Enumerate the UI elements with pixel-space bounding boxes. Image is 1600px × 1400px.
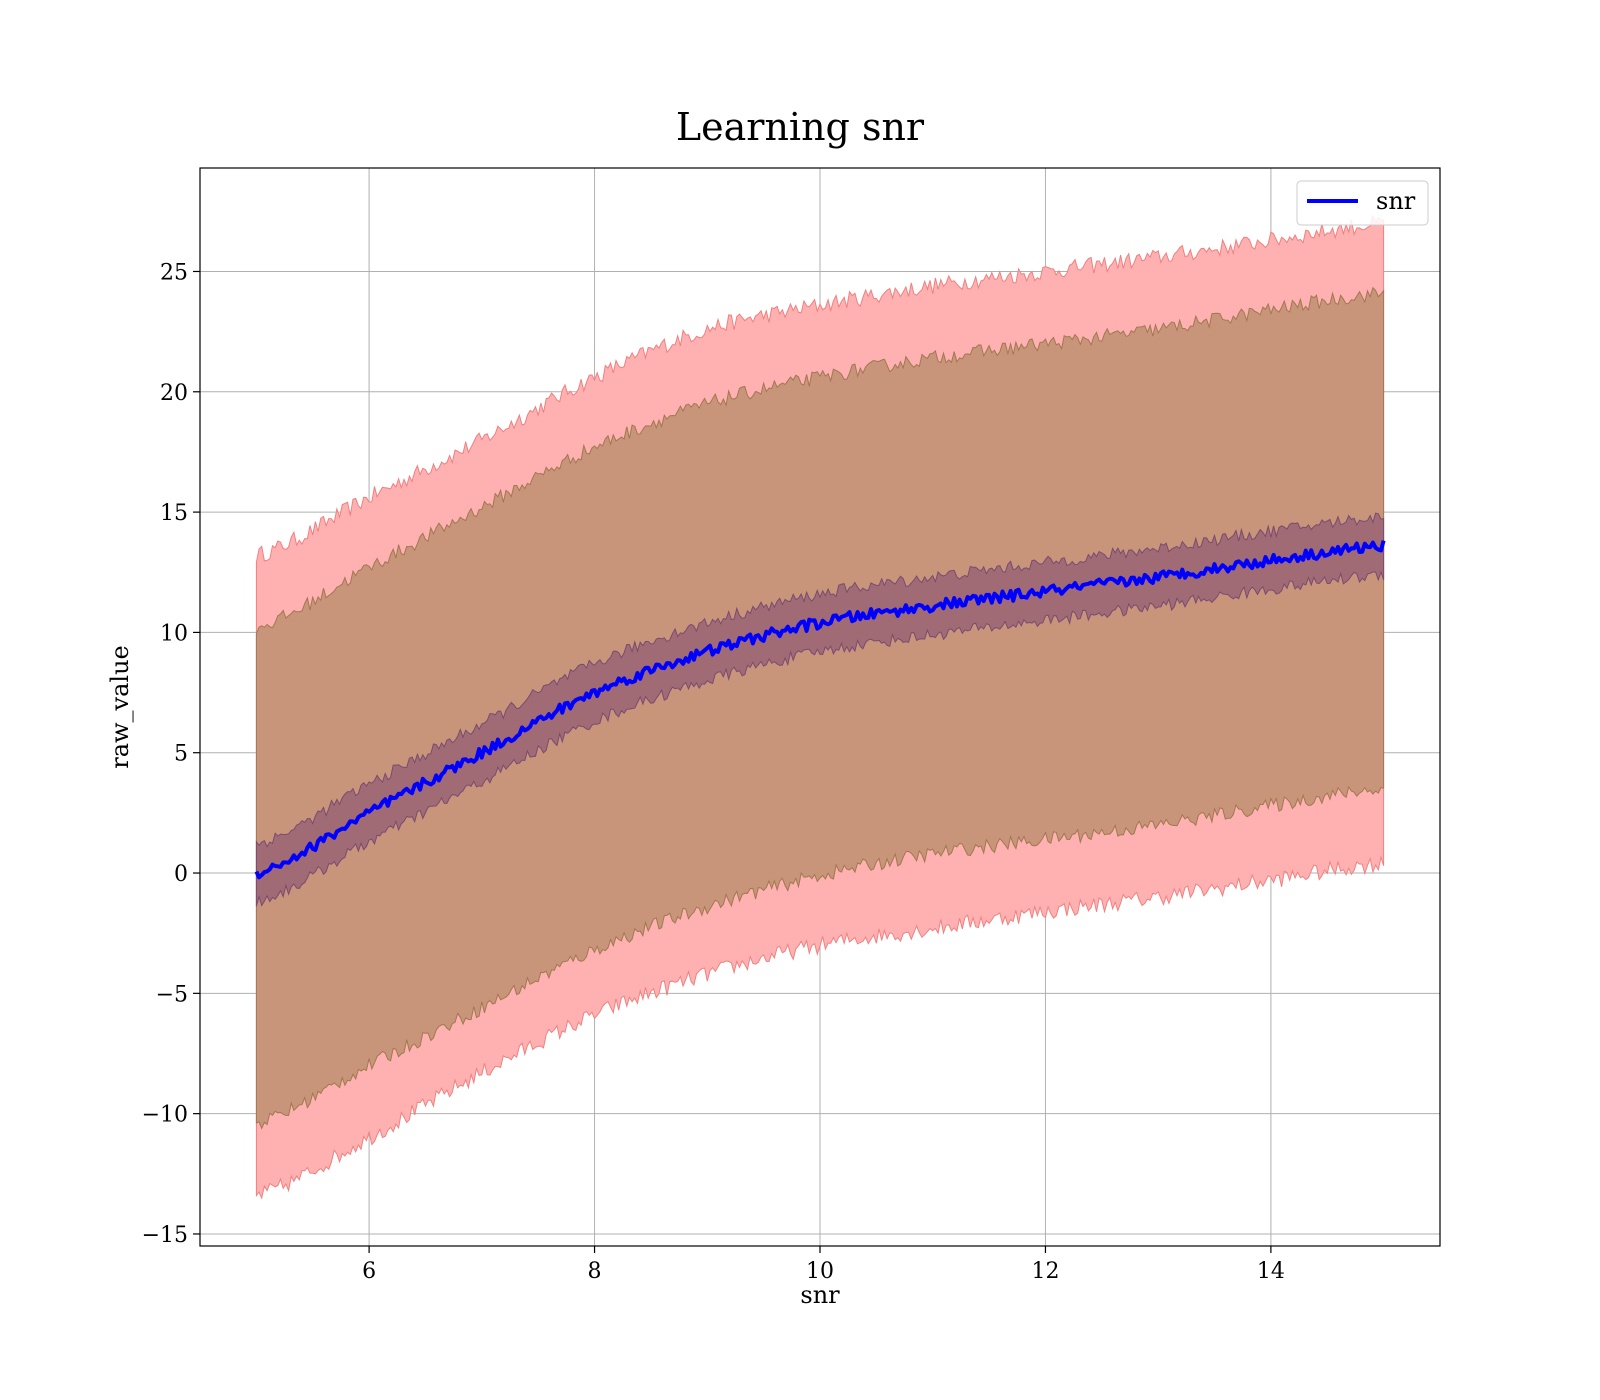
chart-title: Learning snr bbox=[676, 105, 925, 149]
legend-box bbox=[1296, 180, 1429, 226]
legend-label-snr: snr bbox=[1376, 187, 1416, 215]
band-1 bbox=[255, 286, 1385, 1130]
x-axis: 6 8 10 12 14 bbox=[362, 1246, 1285, 1284]
y-tick-label-7: 20 bbox=[160, 381, 188, 406]
y-tick-label-1: −10 bbox=[142, 1103, 188, 1128]
series-line-snr bbox=[254, 540, 1386, 880]
y-tick-label-6: 15 bbox=[160, 501, 188, 526]
y-tick-label-5: 10 bbox=[160, 621, 188, 646]
y-tick-label-0: −15 bbox=[142, 1223, 188, 1248]
y-tick-label-4: 5 bbox=[174, 742, 188, 767]
legend: snr bbox=[1296, 180, 1429, 226]
y-axis-label: raw_value bbox=[106, 645, 134, 769]
y-tick-label-2: −5 bbox=[156, 982, 188, 1007]
y-axis: −15 −10 −5 0 5 10 15 20 25 bbox=[142, 260, 200, 1248]
y-tick-label-8: 25 bbox=[160, 260, 188, 285]
x-tick-label-2: 10 bbox=[806, 1259, 834, 1284]
line-layer bbox=[254, 540, 1386, 880]
band-2 bbox=[255, 512, 1385, 907]
y-tick-label-3: 0 bbox=[174, 862, 188, 887]
x-tick-label-4: 14 bbox=[1257, 1259, 1285, 1284]
band-layer bbox=[255, 214, 1385, 1200]
x-tick-label-0: 6 bbox=[362, 1259, 376, 1284]
x-tick-label-1: 8 bbox=[588, 1259, 602, 1284]
x-tick-label-3: 12 bbox=[1031, 1259, 1059, 1284]
x-axis-label: snr bbox=[800, 1281, 840, 1309]
